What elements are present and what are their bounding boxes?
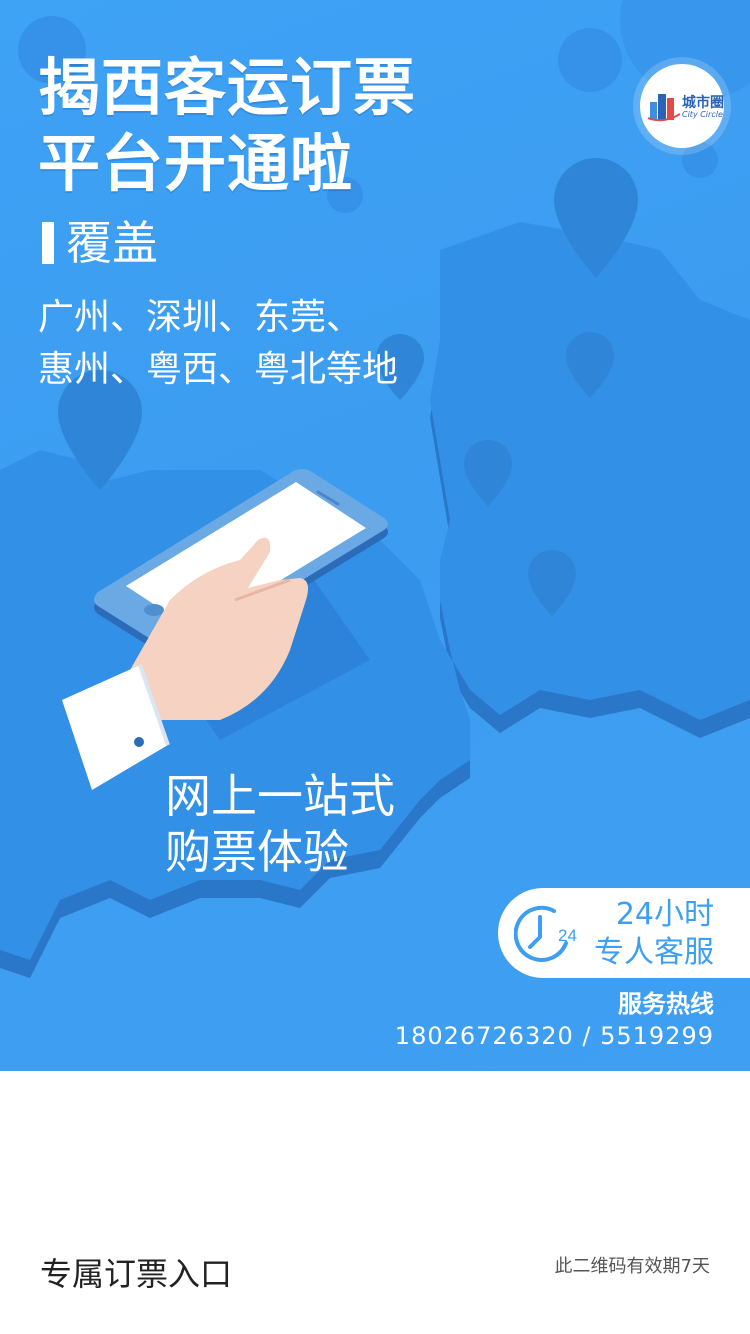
hotline-numbers: 18026726320 / 5519299	[394, 1022, 714, 1050]
hotline-title: 服务热线	[618, 990, 714, 1018]
decor-circle	[682, 142, 718, 178]
logo-text: 城市圈	[682, 95, 724, 111]
slogan-line: 网上一站式	[165, 769, 395, 823]
headline-line: 平台开通啦	[38, 127, 354, 200]
headline-line: 揭西客运订票	[38, 51, 417, 124]
city-buildings-icon	[648, 94, 680, 122]
service-line: 24小时	[615, 897, 714, 932]
coverage-marker	[42, 222, 54, 264]
clock-number: 24	[558, 926, 577, 945]
map-pin-icon	[58, 370, 142, 490]
hand-illustration	[62, 537, 308, 790]
service-text: 24小时 专人客服	[594, 896, 714, 972]
slogan-line: 购票体验	[165, 825, 349, 879]
booking-entry-label: 专属订票入口	[40, 1255, 233, 1293]
slogan: 网上一站式 购票体验	[165, 768, 395, 880]
map-pin-icon	[554, 158, 638, 278]
qr-validity-note: 此二维码有效期7天	[554, 1256, 710, 1277]
headline: 揭西客运订票 平台开通啦	[38, 50, 416, 202]
cufflink	[134, 737, 144, 747]
shirt-sleeve	[62, 665, 168, 790]
map-pin-icon	[566, 332, 614, 398]
city-list: 广州、深圳、东莞、 惠州、粤西、粤北等地	[38, 292, 398, 396]
clock-icon: 24	[514, 905, 577, 962]
map-pin-icon	[376, 334, 424, 400]
city-list-line: 广州、深圳、东莞、	[38, 297, 363, 338]
decor-circle	[327, 177, 363, 213]
map-region	[0, 222, 750, 960]
logo-subtext: City Circle	[682, 110, 723, 119]
map-pin-icon	[464, 440, 512, 506]
location-pins	[58, 158, 638, 616]
decor-circle	[18, 16, 86, 84]
city-circle-logo: 城市圈 City Circle	[640, 64, 724, 148]
coverage-label: 覆盖	[66, 216, 158, 270]
poster-banner: 揭西客运订票 平台开通啦 覆盖 广州、深圳、东莞、 惠州、粤西、粤北等地 网上一…	[0, 0, 750, 1071]
city-list-line: 惠州、粤西、粤北等地	[38, 349, 399, 390]
map-pin-icon	[528, 550, 576, 616]
service-line: 专人客服	[594, 935, 714, 970]
map-illustration	[0, 0, 750, 978]
decor-circle	[558, 28, 622, 92]
